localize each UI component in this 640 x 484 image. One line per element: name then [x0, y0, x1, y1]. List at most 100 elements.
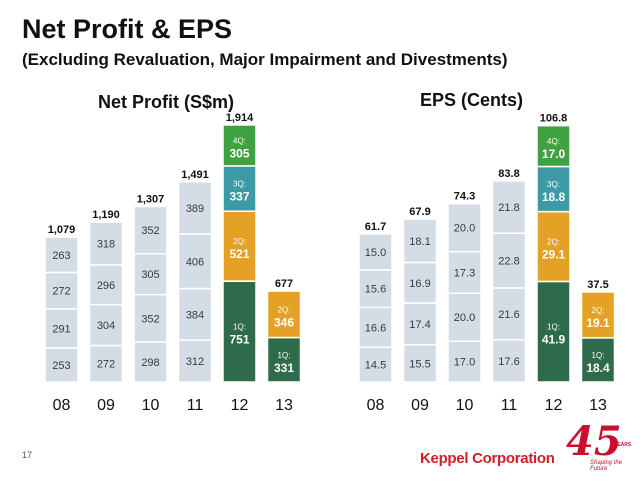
np-total-label-08: 1,079 [48, 224, 76, 236]
eps-category-label-10: 10 [456, 397, 474, 414]
eps-quarter-label-12-q2: 2Q: [547, 238, 560, 247]
eps-total-label-12: 106.8 [540, 113, 568, 125]
np-bar-09-q4 [88, 221, 124, 266]
eps-value-label-12-q2: 29.1 [542, 248, 566, 262]
eps-value-label-13-q1: 18.4 [586, 361, 610, 375]
eps-value-label-10-q1: 17.0 [454, 357, 475, 369]
eps-category-label-08: 08 [367, 397, 385, 414]
eps-bar-09-q3 [402, 261, 438, 304]
np-value-label-08-q1: 253 [52, 360, 70, 372]
np-bar-12-q2 [222, 210, 257, 282]
np-value-label-11-q1: 312 [186, 356, 204, 368]
eps-value-label-13-q2: 19.1 [586, 316, 610, 330]
page-title: Net Profit & EPS [22, 14, 233, 44]
eps-quarter-label-12-q1: 1Q: [547, 323, 560, 332]
eps-value-label-10-q3: 17.3 [454, 267, 475, 279]
np-bar-13-q1 [266, 336, 302, 383]
np-value-label-12-q1: 751 [229, 333, 249, 347]
np-quarter-label-13-q2: 2Q: [278, 305, 291, 314]
eps-total-label-08: 61.7 [365, 221, 386, 233]
np-quarter-label-12-q3: 3Q: [233, 180, 246, 189]
eps-bar-10-q4 [447, 202, 482, 253]
np-bar-08-q2 [44, 308, 79, 349]
eps-category-label-11: 11 [501, 397, 518, 414]
eps-value-label-09-q4: 18.1 [409, 236, 430, 248]
np-total-label-10: 1,307 [137, 193, 165, 205]
np-category-label-09: 09 [97, 397, 115, 414]
np-value-label-11-q4: 389 [186, 203, 204, 215]
eps-quarter-label-12-q4: 4Q: [547, 137, 560, 146]
anniversary-word: YEARS [614, 442, 632, 448]
net-profit-chart-title: Net Profit (S$m) [98, 92, 235, 112]
np-value-label-13-q2: 346 [274, 315, 294, 329]
eps-bar-13-q2 [580, 291, 616, 339]
np-quarter-label-12-q2: 2Q: [233, 237, 246, 246]
eps-value-label-11-q3: 22.8 [498, 256, 519, 268]
np-bar-10-q1 [133, 341, 168, 383]
np-value-label-10-q3: 305 [141, 269, 159, 281]
eps-bar-11-q2 [491, 287, 527, 341]
np-value-label-12-q3: 337 [229, 190, 249, 204]
np-value-label-09-q4: 318 [97, 239, 115, 251]
np-value-label-13-q1: 331 [274, 361, 294, 375]
np-bar-09-q1 [88, 344, 124, 383]
np-value-label-08-q3: 272 [52, 286, 70, 298]
np-bar-12-q1 [222, 280, 257, 383]
eps-chart-title: EPS (Cents) [420, 90, 524, 110]
np-total-label-09: 1,190 [92, 209, 120, 221]
eps-value-label-09-q2: 17.4 [409, 319, 430, 331]
eps-bar-12-q2 [536, 210, 571, 283]
anniversary-logo: 45 YEARS Shaping the Future [564, 418, 634, 478]
eps-value-label-11-q1: 17.6 [498, 356, 519, 368]
np-value-label-08-q2: 291 [52, 323, 70, 335]
eps-bar-12-q3 [536, 165, 571, 213]
np-value-label-10-q1: 298 [141, 357, 159, 369]
eps-value-label-08-q2: 16.6 [365, 322, 386, 334]
eps-category-label-12: 12 [545, 397, 563, 414]
eps-total-label-11: 83.8 [498, 168, 519, 180]
np-bar-10-q3 [133, 252, 168, 296]
eps-bar-13-q1 [580, 337, 616, 383]
eps-bar-09-q2 [402, 302, 438, 346]
eps-quarter-label-13-q1: 1Q: [592, 351, 605, 360]
eps-bar-08-q1 [358, 346, 393, 383]
np-bar-10-q2 [133, 293, 168, 343]
eps-bar-11-q1 [491, 339, 527, 383]
eps-value-label-08-q3: 15.6 [365, 284, 386, 296]
eps-bar-11-q3 [491, 232, 527, 289]
eps-value-label-08-q4: 15.0 [365, 247, 386, 259]
eps-category-label-09: 09 [411, 397, 429, 414]
np-value-label-11-q3: 406 [186, 256, 204, 268]
eps-total-label-13: 37.5 [587, 279, 608, 291]
np-value-label-12-q4: 305 [229, 146, 249, 160]
np-category-label-11: 11 [187, 397, 204, 414]
np-quarter-label-12-q4: 4Q: [233, 136, 246, 145]
eps-bar-11-q4 [491, 180, 527, 234]
np-quarter-label-12-q1: 1Q: [233, 323, 246, 332]
np-bar-13-q2 [266, 290, 302, 339]
eps-bar-09-q4 [402, 218, 438, 264]
np-category-label-13: 13 [275, 397, 293, 414]
np-category-label-10: 10 [142, 397, 160, 414]
np-bar-10-q4 [133, 205, 168, 255]
anniversary-number: 45 [566, 418, 622, 465]
page-subtitle: (Excluding Revaluation, Major Impairment… [22, 50, 508, 69]
eps-value-label-12-q3: 18.8 [542, 190, 566, 204]
eps-value-label-09-q3: 16.9 [409, 278, 430, 290]
eps-value-label-08-q1: 14.5 [365, 360, 386, 372]
eps-bar-08-q4 [358, 233, 393, 271]
eps-value-label-12-q1: 41.9 [542, 333, 566, 347]
eps-bar-12-q4 [536, 124, 571, 168]
np-value-label-11-q2: 384 [186, 309, 204, 321]
eps-bar-09-q1 [402, 344, 438, 383]
np-bar-08-q1 [44, 347, 79, 383]
company-logo: Keppel Corporation [420, 450, 555, 467]
np-value-label-12-q2: 521 [229, 247, 249, 261]
np-total-label-11: 1,491 [181, 169, 209, 181]
page-number: 17 [22, 450, 33, 460]
eps-value-label-12-q4: 17.0 [542, 147, 566, 161]
np-bar-08-q3 [44, 271, 79, 310]
eps-value-label-11-q2: 21.6 [498, 309, 519, 321]
eps-total-label-10: 74.3 [454, 191, 475, 203]
np-value-label-09-q1: 272 [97, 359, 115, 371]
